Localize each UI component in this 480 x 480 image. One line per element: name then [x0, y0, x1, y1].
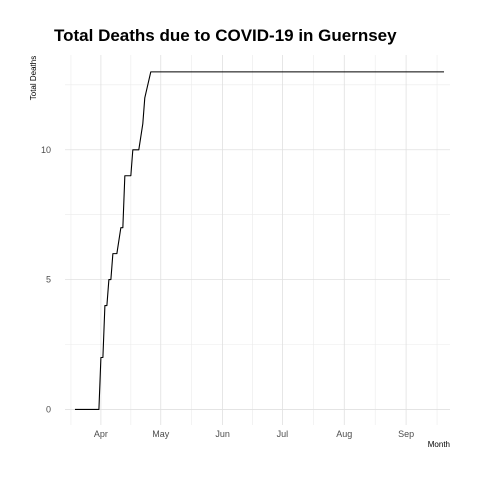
minor-gridlines	[65, 55, 450, 425]
x-tick-label: Apr	[94, 429, 108, 439]
y-tick-label: 10	[41, 145, 51, 155]
series-layer	[74, 71, 445, 410]
x-axis-label: Month	[428, 440, 450, 449]
x-tick-label: Jun	[215, 429, 230, 439]
x-tick-labels: Apr May Jun Jul Aug Sep	[94, 429, 414, 439]
major-gridlines	[65, 55, 450, 425]
x-tick-label: Jul	[277, 429, 289, 439]
y-axis-label: Total Deaths	[29, 56, 38, 100]
y-tick-label: 0	[46, 404, 51, 414]
x-tick-label: Aug	[336, 429, 352, 439]
x-tick-label: Sep	[398, 429, 414, 439]
y-tick-label: 5	[46, 275, 51, 285]
series-line	[74, 71, 445, 410]
chart-title: Total Deaths due to COVID-19 in Guernsey	[54, 26, 397, 45]
x-tick-label: May	[152, 429, 170, 439]
y-tick-labels: 0 5 10	[41, 145, 51, 415]
